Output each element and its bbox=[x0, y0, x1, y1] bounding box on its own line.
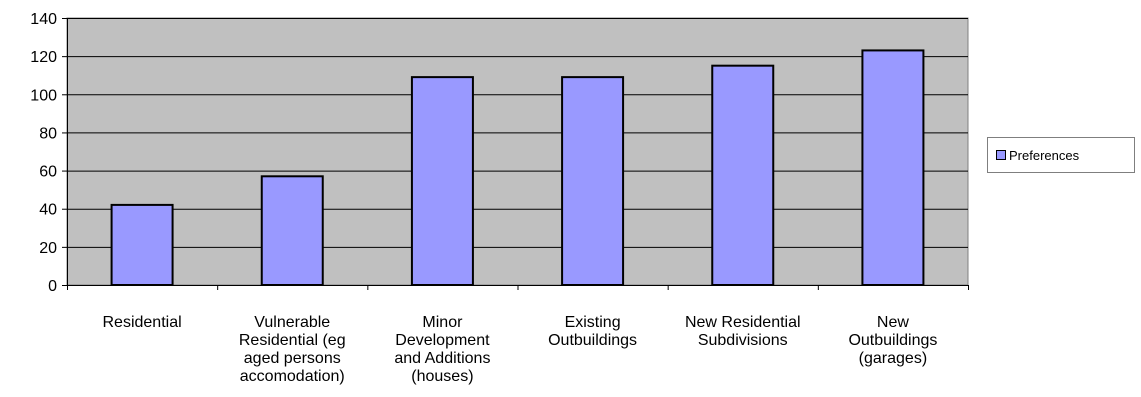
y-tick-label: 120 bbox=[30, 49, 57, 66]
bar bbox=[861, 49, 925, 286]
legend-swatch bbox=[996, 150, 1006, 160]
bar bbox=[561, 76, 625, 286]
bar bbox=[110, 203, 174, 286]
y-tick-label: 0 bbox=[48, 278, 57, 295]
y-tick-label: 80 bbox=[39, 125, 57, 142]
x-category-label: New Residential Subdivisions bbox=[685, 314, 801, 349]
y-tick-label: 100 bbox=[30, 87, 57, 104]
bars bbox=[110, 49, 925, 287]
x-category-label: Existing Outbuildings bbox=[548, 314, 637, 349]
x-axis: Residential Vulnerable Residential (eg aged… bbox=[67, 285, 969, 385]
bar bbox=[711, 64, 775, 286]
legend-label: Preferences bbox=[1009, 147, 1080, 163]
plot-area bbox=[66, 17, 969, 286]
gridlines bbox=[67, 18, 968, 248]
x-category-label: Minor Development and Additions (houses) bbox=[394, 314, 490, 385]
x-category-label: Vulnerable Residential (eg aged persons acc… bbox=[239, 314, 346, 385]
x-category-label: Residential bbox=[103, 314, 182, 331]
bar bbox=[260, 175, 324, 287]
bar bbox=[410, 76, 474, 286]
y-tick-label: 20 bbox=[39, 240, 57, 257]
y-tick-label: 140 bbox=[30, 11, 57, 28]
x-category-label: New Outbuildings (garages) bbox=[848, 314, 937, 367]
y-tick-label: 60 bbox=[39, 164, 57, 181]
y-axis: 0 20 40 60 80 100 120 140 bbox=[30, 11, 68, 295]
y-tick-label: 40 bbox=[39, 202, 57, 219]
legend: Preferences bbox=[987, 137, 1135, 173]
